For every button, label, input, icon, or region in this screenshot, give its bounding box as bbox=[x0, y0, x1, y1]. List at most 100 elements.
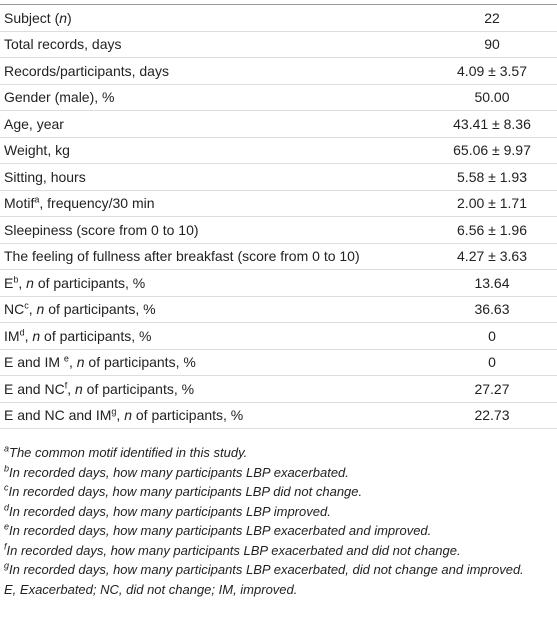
row-value: 65.06 ± 9.97 bbox=[427, 137, 557, 164]
label-part: , bbox=[68, 354, 77, 371]
table-row: Total records, days 90 bbox=[0, 31, 557, 58]
label-part: Gender (male), % bbox=[4, 89, 115, 106]
label-part: Age, year bbox=[4, 115, 64, 132]
label-part: Total records, days bbox=[4, 36, 122, 53]
table-row: E and NCf, n of participants, % 27.27 bbox=[0, 375, 557, 403]
label-part: n bbox=[75, 380, 83, 397]
footnote: dIn recorded days, how many participants… bbox=[4, 502, 551, 522]
label-part: IM bbox=[4, 327, 20, 344]
row-value: 43.41 ± 8.36 bbox=[427, 110, 557, 138]
footnote: eIn recorded days, how many participants… bbox=[4, 521, 551, 541]
row-label: Motifa, frequency/30 min bbox=[0, 190, 427, 217]
row-label: E and NCf, n of participants, % bbox=[0, 375, 427, 403]
label-part: Sleepiness (score from 0 to 10) bbox=[4, 221, 199, 238]
label-part: e bbox=[63, 353, 69, 364]
footnote-mark: c bbox=[4, 482, 9, 493]
footnote: aThe common motif identified in this stu… bbox=[4, 443, 551, 463]
row-label: Records/participants, days bbox=[0, 57, 427, 85]
table-row: Motifa, frequency/30 min 2.00 ± 1.71 bbox=[0, 190, 557, 217]
label-part: n bbox=[124, 407, 132, 424]
label-part: d bbox=[19, 327, 25, 338]
label-part: n bbox=[26, 274, 34, 291]
footnote-mark: d bbox=[4, 502, 10, 513]
row-value: 50.00 bbox=[427, 84, 557, 111]
footnote-mark: e bbox=[4, 521, 10, 532]
table-row: Gender (male), % 50.00 bbox=[0, 84, 557, 111]
label-part: E bbox=[4, 274, 14, 291]
row-value: 2.00 ± 1.71 bbox=[427, 190, 557, 217]
label-part: of participants, % bbox=[82, 380, 195, 397]
label-part: f bbox=[64, 380, 68, 391]
footnote-mark: a bbox=[4, 443, 10, 454]
row-label: The feeling of fullness after breakfast … bbox=[0, 243, 427, 270]
label-part: Weight, kg bbox=[4, 142, 70, 159]
row-label: Weight, kg bbox=[0, 137, 427, 164]
row-value: 36.63 bbox=[427, 296, 557, 323]
label-part: of participants, % bbox=[40, 327, 152, 344]
page: {"table": {"rows": [ {"label": ["Subject… bbox=[0, 4, 557, 633]
table-row: Age, year 43.41 ± 8.36 bbox=[0, 110, 557, 138]
row-label: NCc, n of participants, % bbox=[0, 296, 427, 323]
row-value: 5.58 ± 1.93 bbox=[427, 163, 557, 191]
row-label: Age, year bbox=[0, 110, 427, 138]
row-label: Total records, days bbox=[0, 31, 427, 58]
label-part: , bbox=[28, 301, 37, 318]
footnote: fIn recorded days, how many participants… bbox=[4, 541, 551, 561]
label-part: n bbox=[76, 354, 85, 371]
label-part: E and IM bbox=[4, 354, 64, 371]
label-part: Subject ( bbox=[4, 9, 60, 26]
label-part: c bbox=[24, 300, 29, 311]
row-value: 22.73 bbox=[427, 402, 557, 429]
table-row: Subject (n) 22 bbox=[0, 4, 557, 32]
table-row: Weight, kg 65.06 ± 9.97 bbox=[0, 137, 557, 164]
table-row: E and IM e, n of participants, % 0 bbox=[0, 349, 557, 376]
label-part: , bbox=[116, 407, 125, 424]
row-label: Sleepiness (score from 0 to 10) bbox=[0, 216, 427, 244]
label-part: E and NC bbox=[4, 380, 65, 397]
label-part: n bbox=[59, 9, 68, 26]
row-value: 0 bbox=[427, 322, 557, 350]
row-label: Eb, n of participants, % bbox=[0, 269, 427, 297]
table-row: Eb, n of participants, % 13.64 bbox=[0, 269, 557, 297]
footnote-text: E, Exacerbated; NC, did not change; IM, … bbox=[4, 581, 298, 597]
footnote-text: In recorded days, how many participants … bbox=[9, 503, 331, 519]
row-label: Gender (male), % bbox=[0, 84, 427, 111]
footnote-text: The common motif identified in this stud… bbox=[9, 445, 248, 460]
label-part: of participants, % bbox=[131, 407, 244, 424]
label-part: b bbox=[13, 274, 19, 285]
row-label: Sitting, hours bbox=[0, 163, 427, 191]
label-part: of participants, % bbox=[33, 274, 146, 291]
label-part: NC bbox=[4, 301, 25, 318]
label-part: , bbox=[18, 274, 27, 291]
row-value: 22 bbox=[427, 4, 557, 32]
footnote-text: In recorded days, how many participants … bbox=[9, 464, 349, 480]
table-row: Sitting, hours 5.58 ± 1.93 bbox=[0, 163, 557, 191]
data-table: Subject (n) 22 Total records, days 90 Record… bbox=[0, 4, 557, 429]
footnote-mark: b bbox=[4, 463, 10, 474]
table-row: NCc, n of participants, % 36.63 bbox=[0, 296, 557, 323]
label-part: , bbox=[24, 327, 33, 344]
footnote-text: In recorded days, how many participants … bbox=[9, 523, 432, 538]
row-value: 4.09 ± 3.57 bbox=[427, 57, 557, 85]
label-part: E and NC and IM bbox=[4, 407, 112, 424]
table-row: The feeling of fullness after breakfast … bbox=[0, 243, 557, 270]
footnote-mark: g bbox=[4, 560, 10, 571]
row-value: 13.64 bbox=[427, 269, 557, 297]
footnote: cIn recorded days, how many participants… bbox=[4, 482, 551, 502]
row-value: 90 bbox=[427, 31, 557, 58]
row-label: E and IM e, n of participants, % bbox=[0, 349, 427, 376]
label-part: Motif bbox=[4, 195, 35, 212]
label-part: , frequency/30 min bbox=[39, 195, 155, 212]
label-part: Sitting, hours bbox=[4, 168, 86, 185]
row-label: IMd, n of participants, % bbox=[0, 322, 427, 350]
footnote: gIn recorded days, how many participants… bbox=[4, 560, 551, 580]
footnotes: aThe common motif identified in this stu… bbox=[0, 443, 557, 599]
label-part: of participants, % bbox=[84, 354, 196, 371]
table-row: Records/participants, days 4.09 ± 3.57 bbox=[0, 57, 557, 85]
footnote-mark: f bbox=[4, 541, 7, 552]
footnote: E, Exacerbated; NC, did not change; IM, … bbox=[4, 580, 551, 600]
row-value: 0 bbox=[427, 349, 557, 376]
footnote-text: In recorded days, how many participants … bbox=[8, 484, 363, 499]
label-part: The feeling of fullness after breakfast … bbox=[4, 248, 360, 265]
label-part: n bbox=[36, 301, 45, 318]
